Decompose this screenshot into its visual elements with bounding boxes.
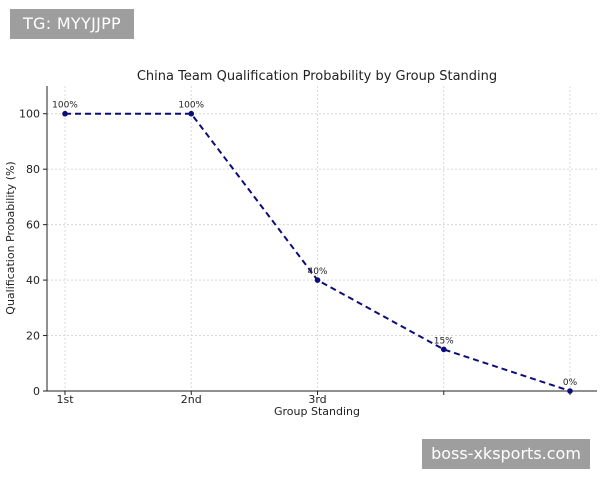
y-tick-label: 20 xyxy=(26,330,40,343)
y-tick-label: 60 xyxy=(26,219,40,232)
data-label: 15% xyxy=(434,336,454,346)
watermark-top-left: TG: MYYJJPP xyxy=(10,9,134,39)
data-point xyxy=(188,110,195,117)
x-axis-label: Group Standing xyxy=(274,405,360,418)
data-labels: 100% 100% 40% 15% 0% xyxy=(52,101,577,388)
y-tick-label: 80 xyxy=(26,163,40,176)
grid xyxy=(47,86,597,392)
data-label: 100% xyxy=(52,101,78,111)
y-tick-label: 40 xyxy=(26,274,40,287)
data-label: 40% xyxy=(307,267,327,277)
x-tick-label: 2nd xyxy=(181,393,202,406)
data-label: 100% xyxy=(178,101,204,111)
x-axis-ticks: 1st 2nd 3rd xyxy=(56,391,571,406)
y-tick-label: 100 xyxy=(19,108,40,121)
x-tick-label: 1st xyxy=(56,393,74,406)
data-point xyxy=(567,388,573,394)
data-point xyxy=(62,110,68,117)
x-tick-label: 3rd xyxy=(308,393,326,406)
y-tick-label: 0 xyxy=(33,385,40,398)
axes xyxy=(46,86,597,392)
y-axis-label: Qualification Probability (%) xyxy=(4,161,17,314)
data-label: 0% xyxy=(563,378,578,388)
series-qualification-probability xyxy=(62,110,573,394)
data-point xyxy=(440,346,447,353)
y-axis-ticks: 0 20 40 60 80 100 xyxy=(19,108,47,398)
data-point xyxy=(314,277,321,283)
watermark-bottom-right: boss-xksports.com xyxy=(422,439,590,469)
chart-title: China Team Qualification Probability by … xyxy=(137,69,497,84)
